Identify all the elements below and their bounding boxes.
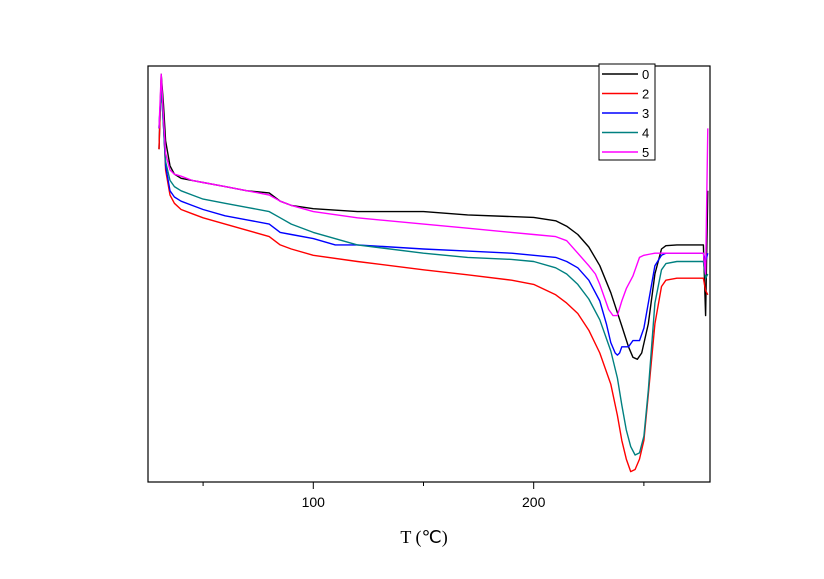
series-line-2 <box>158 77 709 473</box>
x-tick-label-200: 200 <box>522 494 546 510</box>
x-axis-title: T (℃) <box>400 527 447 548</box>
series-group <box>158 73 709 473</box>
legend-label-5: 5 <box>642 145 649 160</box>
tick-marks: 100 200 <box>202 482 645 510</box>
x-tick-label-100: 100 <box>302 494 326 510</box>
series-line-5 <box>158 73 709 317</box>
legend-label-3: 3 <box>642 106 649 121</box>
series-line-3 <box>158 86 709 356</box>
series-line-4 <box>158 86 709 456</box>
legend-label-2: 2 <box>642 87 649 102</box>
legend-label-0: 0 <box>642 67 649 82</box>
legend-box <box>598 63 656 161</box>
legend: 0 2 3 4 5 <box>598 63 656 161</box>
legend-label-4: 4 <box>642 126 649 141</box>
plot-frame <box>147 65 711 483</box>
